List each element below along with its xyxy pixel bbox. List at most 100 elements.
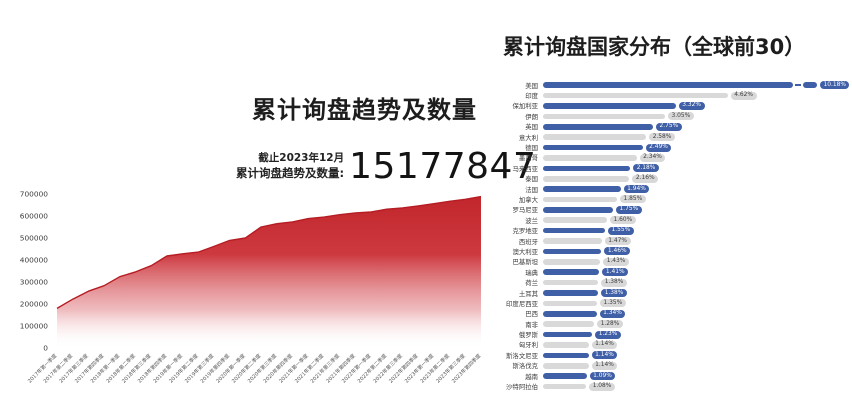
bar-row: 马来西亚 2.18%: [490, 163, 850, 173]
bar-row: 斯洛文尼亚 1.14%: [490, 350, 850, 360]
bar: [543, 238, 602, 244]
value-badge: 1.14%: [591, 351, 618, 360]
value-badge: 3.05%: [668, 112, 694, 121]
value-badge: 2.49%: [645, 143, 672, 152]
bar: [543, 227, 605, 234]
y-tick-label: 500000: [20, 234, 49, 243]
bar-row: 沙特阿拉伯 1.08%: [490, 381, 850, 391]
country-label: 泰国: [525, 175, 538, 184]
bar-row: 巴西 1.34%: [490, 309, 850, 319]
bar: [543, 217, 607, 224]
country-label: 匈牙利: [518, 341, 538, 350]
value-badge: 1.28%: [597, 320, 623, 329]
bar: [543, 123, 653, 130]
bar: [543, 290, 599, 296]
bar-break-icon: [795, 84, 801, 86]
bar-row: 越南 1.09%: [490, 371, 850, 381]
as-of-date-label: 截止2023年12月: [258, 152, 345, 164]
bar-row: 荷兰 1.38%: [490, 277, 850, 287]
bar: [543, 383, 587, 390]
country-label: 加拿大: [518, 195, 538, 204]
bar: [543, 342, 589, 348]
bar-row: 墨西哥 2.34%: [490, 153, 850, 163]
bar: [543, 321, 595, 327]
bar: [543, 196, 617, 203]
bar-row: 西班牙 1.47%: [490, 236, 850, 246]
country-label: 巴西: [525, 310, 538, 319]
trend-line: [56, 195, 482, 310]
bar-row: 瑞典 1.41%: [490, 267, 850, 277]
country-label: 印度尼西亚: [506, 299, 538, 308]
bar: [543, 165, 631, 172]
bar: [543, 352, 589, 359]
value-badge: 1.94%: [623, 185, 650, 194]
value-badge: 1.43%: [603, 257, 629, 266]
bar-row: 克罗地亚 1.55%: [490, 225, 850, 235]
bar: [543, 362, 589, 369]
country-label: 南非: [525, 320, 538, 329]
bar: [543, 175, 630, 182]
total-inquiries-label: 累计询盘趋势及数量:: [236, 166, 345, 181]
value-badge: 1.09%: [589, 372, 616, 381]
value-badge: 1.23%: [595, 330, 621, 339]
value-badge: 1.85%: [620, 195, 646, 204]
value-badge: 1.35%: [600, 299, 626, 308]
bar: [543, 144, 643, 151]
value-badge: 2.18%: [633, 164, 659, 173]
bar: [543, 92, 728, 99]
value-badge: 1.08%: [589, 382, 615, 391]
country-label: 荷兰: [525, 279, 538, 288]
y-tick-label: 700000: [20, 190, 49, 199]
value-badge: 1.14%: [591, 361, 618, 370]
y-tick-label: 600000: [20, 212, 49, 221]
trend-total-captions: 截止2023年12月 累计询盘趋势及数量:: [236, 151, 344, 181]
value-badge: 1.55%: [608, 226, 634, 235]
value-badge: 1.41%: [602, 268, 629, 277]
country-label: 俄罗斯: [518, 331, 538, 340]
country-label: 法国: [525, 185, 538, 194]
bar-row: 泰国 2.16%: [490, 174, 850, 184]
bar-row: 土耳其 1.38%: [490, 288, 850, 298]
country-label: 英国: [525, 123, 538, 132]
country-label: 瑞典: [525, 268, 538, 277]
country-chart-title: 累计询盘国家分布（全球前30）: [503, 35, 806, 59]
value-badge: 2.16%: [632, 174, 659, 183]
bar: [543, 186, 621, 192]
bar-row: 俄罗斯 1.23%: [490, 329, 850, 339]
bar-row: 德国 2.49%: [490, 142, 850, 152]
value-badge: 1.75%: [616, 205, 642, 214]
bar-row: 加拿大 1.85%: [490, 194, 850, 204]
bar-row: 印度尼西亚 1.35%: [490, 298, 850, 308]
bar-row: 斯洛伐克 1.14%: [490, 361, 850, 371]
bar-row: 巴基斯坦 1.43%: [490, 257, 850, 267]
value-badge: 1.47%: [604, 237, 631, 246]
value-badge: 2.58%: [649, 133, 675, 142]
bar: [543, 207, 613, 213]
value-badge: 1.60%: [610, 216, 636, 225]
bar-row: 罗马尼亚 1.75%: [490, 205, 850, 215]
bar: [543, 269, 600, 276]
country-label: 克罗地亚: [512, 227, 538, 236]
country-label: 马来西亚: [512, 164, 538, 173]
value-badge: 1.14%: [591, 340, 618, 349]
y-tick-label: 200000: [20, 300, 49, 309]
bar-row: 意大利 2.58%: [490, 132, 850, 142]
country-label: 德国: [525, 144, 538, 153]
bar: [543, 113, 665, 120]
trend-total-block: 截止2023年12月 累计询盘趋势及数量: 15177847: [236, 148, 536, 183]
bar-row: 澳大利亚 1.46%: [490, 246, 850, 256]
bar-row: 匈牙利 1.14%: [490, 340, 850, 350]
country-label: 斯洛文尼亚: [506, 351, 538, 360]
country-label: 伊朗: [525, 112, 538, 121]
value-badge: 1.38%: [601, 278, 627, 287]
country-label: 澳大利亚: [512, 247, 538, 256]
bar: [543, 82, 793, 88]
country-label: 意大利: [518, 133, 538, 142]
country-label: 墨西哥: [518, 154, 538, 163]
country-label: 越南: [525, 372, 538, 381]
y-tick-label: 400000: [20, 256, 49, 265]
bar-row: 法国 1.94%: [490, 184, 850, 194]
bar: [543, 259, 601, 265]
bar: [543, 248, 602, 255]
